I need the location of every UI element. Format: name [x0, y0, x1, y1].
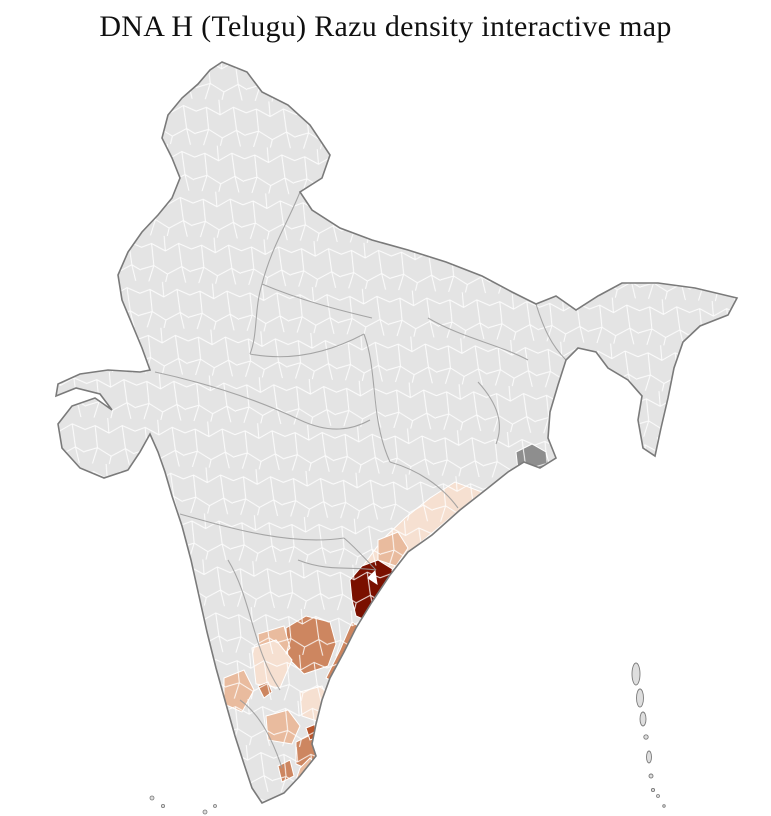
islet[interactable]: [213, 804, 217, 808]
page-title: DNA H (Telugu) Razu density interactive …: [99, 10, 672, 43]
islet[interactable]: [149, 795, 155, 801]
island[interactable]: [648, 773, 654, 779]
islet[interactable]: [160, 804, 165, 809]
islet[interactable]: [662, 804, 666, 808]
island[interactable]: [636, 688, 644, 708]
india-outline: [54, 61, 739, 805]
district-hotspot-south-of-dark[interactable]: [367, 613, 395, 639]
islet[interactable]: [202, 809, 208, 815]
andaman-nicobar-islands[interactable]: [631, 662, 656, 793]
island[interactable]: [631, 662, 641, 686]
lakshadweep-islands[interactable]: [149, 794, 666, 815]
island[interactable]: [639, 711, 647, 727]
island[interactable]: [643, 734, 649, 740]
islet[interactable]: [656, 794, 660, 798]
island[interactable]: [650, 787, 656, 793]
island[interactable]: [646, 750, 652, 764]
state-borders: [154, 191, 567, 769]
